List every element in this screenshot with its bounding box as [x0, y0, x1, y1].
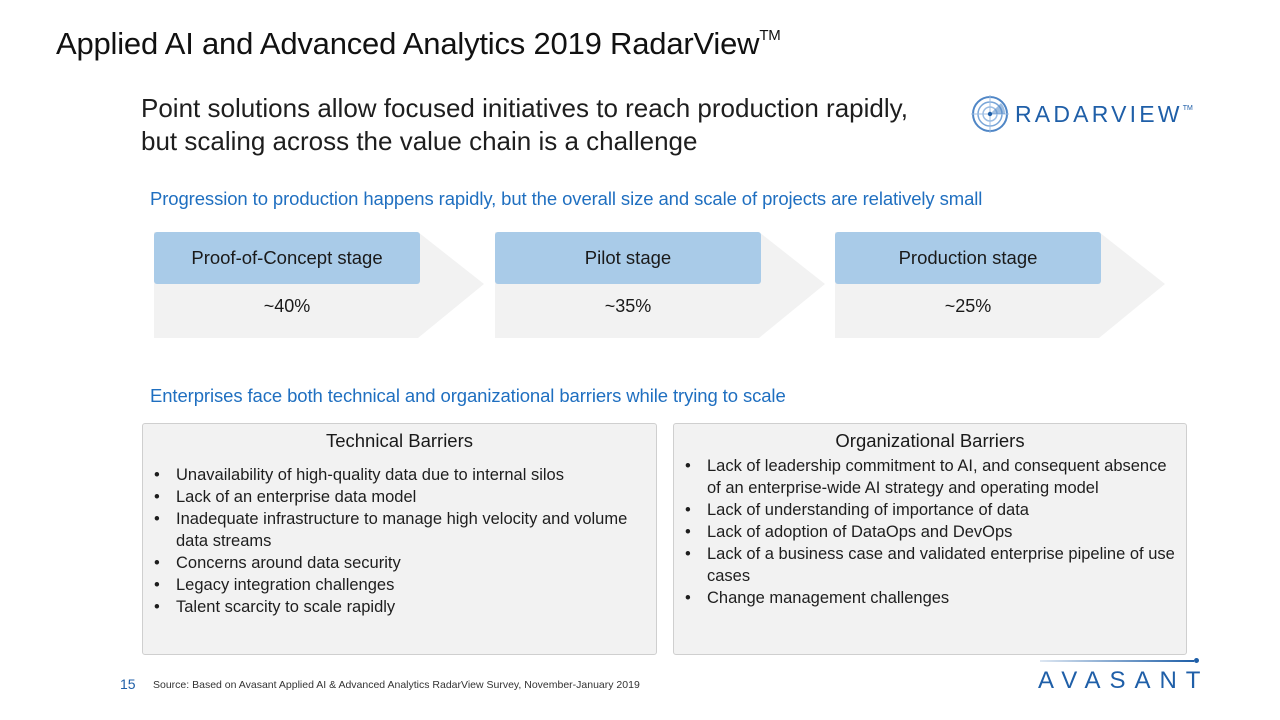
- radarview-wordmark: RADARVIEWTM: [1015, 100, 1193, 127]
- organizational-barriers-list: • Lack of leadership commitment to AI, an…: [674, 455, 1186, 609]
- progression-heading: Progression to production happens rapidl…: [150, 188, 983, 209]
- source-note: Source: Based on Avasant Applied AI & Ad…: [153, 679, 640, 691]
- slide-title: Applied AI and Advanced Analytics 2019 R…: [56, 26, 781, 62]
- bullet-icon: •: [685, 589, 691, 607]
- slide-title-text: Applied AI and Advanced Analytics 2019 R…: [56, 26, 760, 61]
- stage-label: Production stage: [835, 232, 1101, 284]
- list-item: • Lack of a business case and validated e…: [685, 545, 1175, 585]
- stage-label: Pilot stage: [495, 232, 761, 284]
- list-item: • Inadequate infrastructure to manage hig…: [154, 510, 628, 550]
- headline: Point solutions allow focused initiative…: [141, 93, 908, 156]
- stage-production: Production stage ~25%: [835, 232, 1165, 340]
- page-number: 15: [120, 676, 136, 692]
- list-item: • Legacy integration challenges: [154, 576, 395, 594]
- list-item: • Lack of adoption of DataOps and DevOps: [685, 523, 1013, 541]
- list-item: • Lack of leadership commitment to AI, an…: [685, 457, 1167, 497]
- stage-value: ~35%: [604, 296, 652, 316]
- bullet-icon: •: [154, 510, 160, 528]
- barriers-heading: Enterprises face both technical and orga…: [150, 385, 786, 406]
- radar-icon: [971, 95, 1009, 133]
- bullet-icon: •: [685, 501, 691, 519]
- radarview-logo: RADARVIEWTM: [971, 94, 1193, 134]
- list-item: • Unavailability of high-quality data due…: [154, 466, 564, 484]
- stage-proof-of-concept: Proof-of-Concept stage ~40%: [154, 232, 484, 340]
- organizational-barriers-box: Organizational Barriers • Lack of leaders…: [673, 423, 1187, 655]
- list-item: • Talent scarcity to scale rapidly: [154, 598, 396, 616]
- list-item: • Change management challenges: [685, 589, 950, 607]
- list-item: • Lack of understanding of importance of …: [685, 501, 1029, 519]
- avasant-wordmark: AVASANT: [1038, 667, 1210, 694]
- technical-barriers-box: Technical Barriers • Unavailability of hi…: [142, 423, 657, 655]
- bullet-icon: •: [685, 457, 691, 475]
- stage-label: Proof-of-Concept stage: [154, 232, 420, 284]
- technical-barriers-title: Technical Barriers: [325, 430, 474, 451]
- logo-dot-decoration: [1194, 658, 1199, 663]
- organizational-barriers-title: Organizational Barriers: [835, 430, 1025, 451]
- bullet-icon: •: [154, 488, 160, 506]
- trademark-mark: TM: [759, 27, 781, 44]
- bullet-icon: •: [154, 576, 160, 594]
- stage-value: ~40%: [263, 296, 311, 316]
- logo-line-decoration: [1040, 660, 1194, 662]
- stage-pilot: Pilot stage ~35%: [495, 232, 825, 340]
- bullet-icon: •: [154, 466, 160, 484]
- bullet-icon: •: [154, 554, 160, 572]
- bullet-icon: •: [685, 523, 691, 541]
- technical-barriers-list: • Unavailability of high-quality data due…: [143, 464, 656, 618]
- list-item: • Concerns around data security: [154, 554, 401, 572]
- bullet-icon: •: [154, 598, 160, 616]
- stage-value: ~25%: [944, 296, 992, 316]
- bullet-icon: •: [685, 545, 691, 563]
- list-item: • Lack of an enterprise data model: [154, 488, 417, 506]
